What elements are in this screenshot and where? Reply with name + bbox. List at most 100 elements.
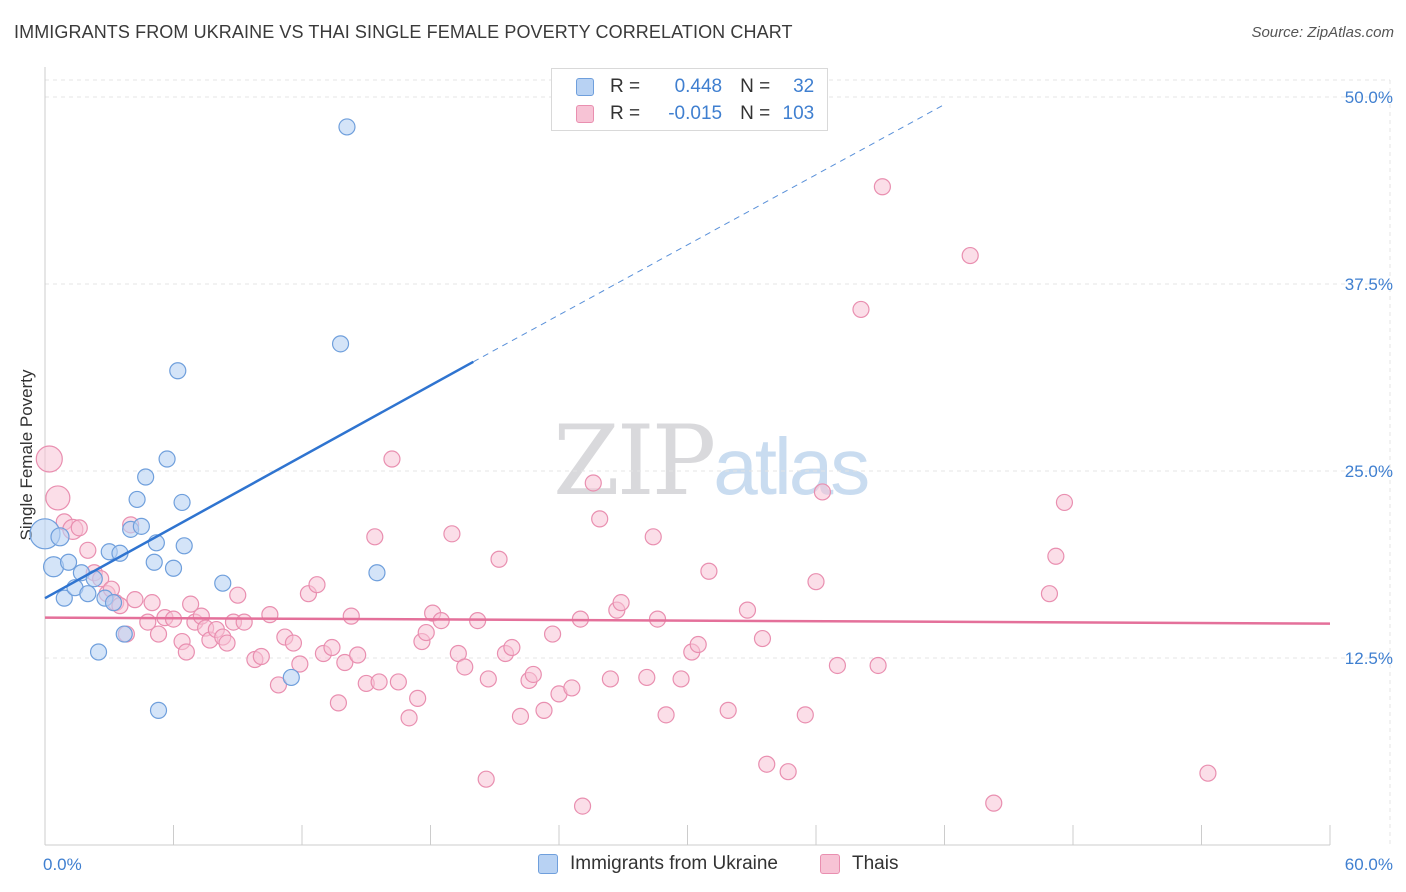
thai-point bbox=[336, 653, 354, 672]
series-legend-thai: Thais bbox=[820, 853, 898, 875]
thai-point bbox=[961, 246, 979, 265]
thai-trend-line bbox=[44, 616, 1331, 625]
thai-point bbox=[779, 763, 797, 781]
thai-point bbox=[456, 658, 474, 676]
thai-point bbox=[738, 601, 757, 619]
thai-point bbox=[644, 528, 662, 546]
thai-point bbox=[612, 594, 630, 612]
thai-point bbox=[535, 701, 553, 719]
thai-point bbox=[400, 709, 418, 727]
thai-point bbox=[869, 656, 887, 675]
source-label: Source: ZipAtlas.com bbox=[1251, 24, 1394, 41]
chart-title: IMMIGRANTS FROM UKRAINE VS THAI SINGLE F… bbox=[14, 22, 793, 42]
legend-n-label: N = bbox=[740, 76, 771, 97]
thai-point bbox=[1199, 764, 1217, 782]
legend-swatch-ukraine bbox=[576, 78, 594, 96]
legend-r-value: 0.448 bbox=[674, 76, 723, 97]
thai-point bbox=[672, 670, 690, 688]
thai-point bbox=[177, 643, 195, 661]
y-tick-label: 37.5% bbox=[1345, 275, 1393, 294]
thai-point bbox=[1040, 585, 1059, 603]
thai-point bbox=[813, 483, 832, 501]
series-legend: Immigrants from Ukraine Thais bbox=[0, 852, 1406, 878]
correlation-legend: R = 0.448 N = 32 R = -0.015 N = 103 bbox=[551, 68, 828, 131]
thai-point bbox=[852, 300, 870, 319]
thai-point bbox=[479, 670, 497, 688]
thai-point bbox=[563, 679, 581, 697]
ukraine-point bbox=[169, 362, 187, 380]
thai-point bbox=[417, 623, 435, 642]
thai-point bbox=[657, 706, 675, 724]
ukraine-trend-extension bbox=[473, 104, 945, 363]
thai-point bbox=[638, 668, 656, 687]
watermark-atlas: atlas bbox=[713, 422, 870, 511]
ukraine-point bbox=[104, 594, 123, 612]
thai-point bbox=[349, 646, 367, 664]
ukraine-point bbox=[50, 527, 70, 547]
thai-point bbox=[807, 573, 825, 591]
thai-point bbox=[252, 647, 270, 666]
legend-n-label: N = bbox=[740, 103, 771, 124]
thai-point bbox=[229, 586, 247, 604]
y-tick-label: 50.0% bbox=[1345, 88, 1393, 107]
ukraine-point bbox=[214, 574, 232, 592]
thai-point bbox=[143, 594, 161, 612]
y-tick-label: 12.5% bbox=[1345, 649, 1393, 668]
ukraine-point bbox=[89, 643, 108, 661]
thai-point bbox=[719, 701, 737, 719]
series-legend-label: Thais bbox=[852, 853, 899, 874]
thai-point bbox=[342, 607, 360, 625]
ukraine-point bbox=[128, 490, 146, 509]
legend-r-label: R = bbox=[610, 103, 641, 124]
thai-point bbox=[79, 541, 97, 559]
legend-n-value: 32 bbox=[793, 76, 815, 97]
thai-point bbox=[758, 755, 776, 773]
watermark-zip: ZIP bbox=[553, 405, 716, 517]
thai-point bbox=[35, 445, 63, 473]
legend-r-label: R = bbox=[610, 76, 641, 97]
thai-point bbox=[269, 676, 288, 694]
thai-point bbox=[601, 670, 620, 688]
thai-point bbox=[873, 178, 891, 196]
thai-point bbox=[985, 794, 1003, 812]
ukraine-point bbox=[158, 450, 176, 468]
thai-point bbox=[182, 595, 200, 613]
thai-point bbox=[218, 634, 236, 652]
thai-point bbox=[45, 485, 71, 511]
thai-point bbox=[700, 562, 718, 580]
ukraine-point bbox=[115, 625, 133, 643]
thai-point bbox=[308, 576, 326, 594]
thai-point bbox=[503, 638, 521, 657]
ukraine-trend-line bbox=[44, 360, 474, 600]
ukraine-point bbox=[368, 564, 386, 582]
ukraine-point bbox=[55, 589, 73, 607]
thai-point bbox=[490, 550, 508, 568]
thai-point bbox=[796, 706, 814, 724]
ukraine-point bbox=[173, 493, 191, 512]
thai-point bbox=[591, 510, 609, 528]
thai-point bbox=[261, 606, 279, 624]
thai-point bbox=[648, 610, 667, 628]
thai-point bbox=[543, 625, 562, 643]
series-legend-ukraine: Immigrants from Ukraine bbox=[538, 853, 778, 875]
legend-row-ukraine: R = 0.448 N = 32 bbox=[576, 75, 814, 99]
thai-point bbox=[149, 625, 168, 643]
thai-point bbox=[828, 656, 847, 675]
ukraine-point bbox=[145, 553, 163, 571]
thai-point bbox=[524, 665, 542, 684]
series-legend-label: Immigrants from Ukraine bbox=[570, 853, 778, 874]
x-tick-label: 0.0% bbox=[43, 855, 82, 874]
ukraine-point bbox=[164, 559, 183, 577]
thai-point bbox=[366, 528, 384, 546]
ukraine-point bbox=[175, 537, 193, 555]
thai-point bbox=[443, 525, 461, 543]
thai-point bbox=[329, 694, 348, 712]
thai-point bbox=[126, 591, 144, 609]
y-tick-label: 25.0% bbox=[1345, 462, 1393, 481]
series-swatch-ukraine bbox=[538, 854, 558, 874]
legend-row-thai: R = -0.015 N = 103 bbox=[576, 102, 814, 126]
thai-point bbox=[1047, 547, 1065, 565]
thai-point bbox=[409, 689, 427, 707]
thai-point bbox=[1055, 493, 1074, 512]
